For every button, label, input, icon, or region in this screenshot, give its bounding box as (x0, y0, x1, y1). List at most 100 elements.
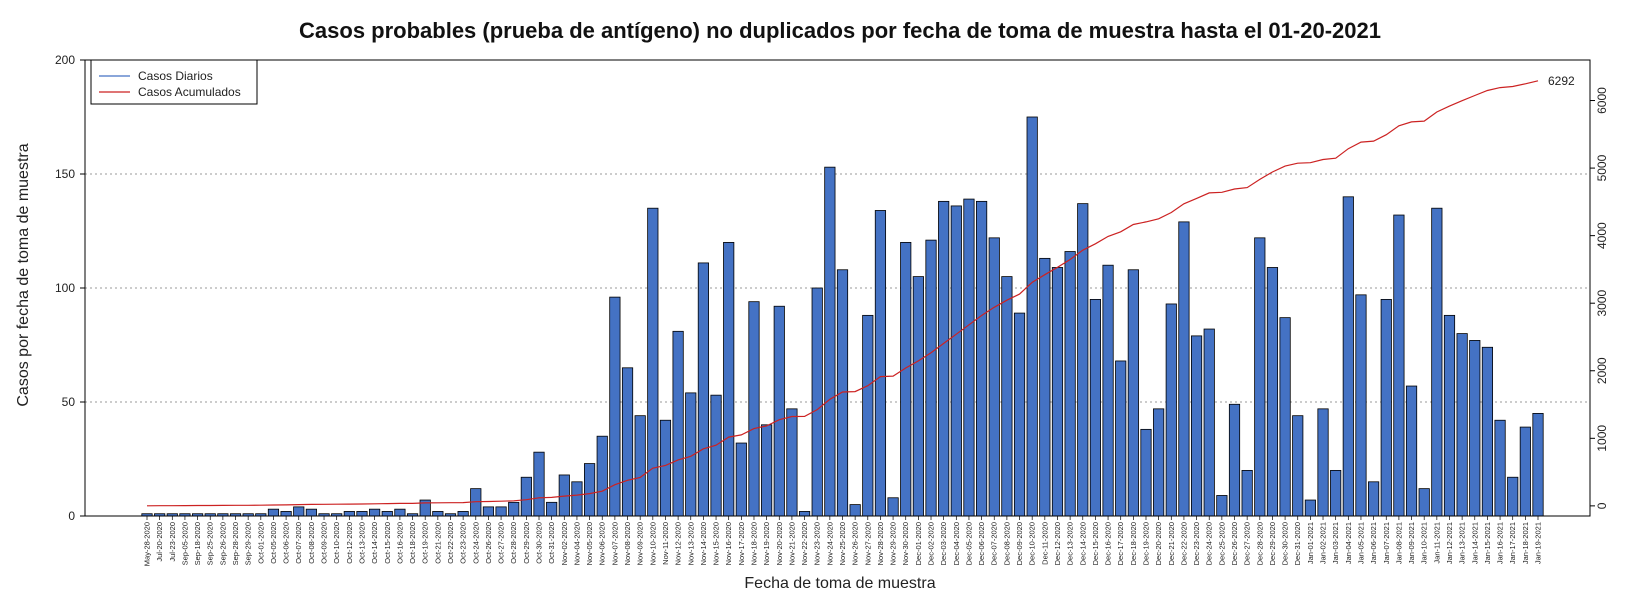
bar (748, 301, 760, 517)
x-tick-label: Nov-21-2020 (787, 522, 796, 565)
x-tick-label: Dec-09-2020 (1015, 522, 1024, 565)
bar (900, 241, 912, 517)
x-tick-label: Nov-26-2020 (851, 522, 860, 565)
x-tick-label: Jan-08-2021 (1394, 522, 1403, 564)
x-tick-label: Nov-06-2020 (598, 522, 607, 565)
bar (267, 508, 280, 517)
x-tick-label: Dec-04-2020 (952, 522, 961, 565)
bar (672, 330, 684, 517)
bar (710, 394, 722, 517)
bar (811, 287, 823, 517)
x-tick-label: Jan-11-2021 (1432, 522, 1441, 564)
x-tick-label: Dec-21-2020 (1167, 522, 1176, 565)
bar (1481, 346, 1494, 517)
bar (1013, 312, 1026, 517)
x-tick-label: Jan-13-2021 (1458, 522, 1467, 564)
bar (381, 511, 393, 517)
legend-label-cumulative: Casos Acumulados (138, 85, 241, 99)
x-tick-label: Jan-02-2021 (1319, 522, 1328, 564)
bar (1304, 499, 1316, 517)
y-tick-label: 200 (55, 53, 75, 67)
bar (1469, 340, 1481, 517)
bar (1507, 476, 1519, 517)
bar (798, 511, 811, 517)
x-tick-label: Oct-08-2020 (307, 522, 316, 564)
bar (293, 506, 305, 517)
x-tick-label: Oct-18-2020 (408, 522, 417, 564)
x-tick-label: Dec-06-2020 (977, 522, 986, 565)
y2-tick-label: 4000 (1595, 222, 1609, 249)
x-tick-label: Nov-29-2020 (889, 522, 898, 565)
x-tick-label: Dec-10-2020 (1028, 522, 1037, 565)
y2-tick-label: 1000 (1595, 425, 1609, 452)
x-tick-label: Nov-28-2020 (876, 522, 885, 565)
x-tick-label: Dec-16-2020 (1104, 522, 1113, 565)
y2-tick-label: 3000 (1595, 290, 1609, 317)
bar (546, 501, 558, 517)
bar (1254, 237, 1266, 517)
bar (1380, 298, 1392, 517)
bar (356, 511, 368, 517)
bar (457, 511, 469, 517)
bar (482, 506, 495, 517)
x-tick-label: Nov-30-2020 (901, 522, 910, 565)
axes: 0501001502000100020003000400050006000May… (55, 53, 1609, 566)
gridlines (85, 173, 1590, 403)
x-tick-label: Dec-08-2020 (1002, 522, 1011, 565)
bar (862, 314, 874, 517)
x-tick-label: Dec-13-2020 (1066, 522, 1075, 565)
x-tick-label: Oct-30-2020 (535, 522, 544, 564)
x-tick-label: Nov-02-2020 (560, 522, 569, 565)
x-tick-label: Nov-07-2020 (610, 522, 619, 565)
x-tick-label: Oct-05-2020 (269, 522, 278, 564)
bar (1532, 412, 1544, 517)
x-tick-label: Oct-24-2020 (471, 522, 480, 564)
bar (1178, 221, 1190, 517)
bar (1001, 276, 1013, 517)
x-tick-label: Dec-05-2020 (964, 522, 973, 565)
x-tick-label: Dec-26-2020 (1230, 522, 1239, 565)
x-tick-label: Jan-19-2021 (1534, 522, 1543, 564)
bar (1241, 469, 1253, 517)
x-tick-label: Oct-16-2020 (395, 522, 404, 564)
x-tick-label: Dec-20-2020 (1154, 522, 1163, 565)
bar (697, 262, 709, 517)
x-tick-label: Dec-17-2020 (1116, 522, 1125, 565)
bar (1064, 251, 1076, 517)
x-tick-label: Dec-19-2020 (1141, 522, 1150, 565)
x-tick-label: Oct-06-2020 (282, 522, 291, 564)
bar (343, 511, 355, 517)
x-tick-label: Dec-11-2020 (1040, 522, 1049, 565)
bar (280, 511, 292, 517)
bar (1102, 264, 1114, 517)
x-tick-label: Nov-20-2020 (775, 522, 784, 565)
bar (1519, 426, 1531, 517)
bar (584, 463, 596, 517)
x-tick-label: Jul-23-2020 (168, 522, 177, 562)
bar (1443, 314, 1456, 517)
x-tick-label: Oct-19-2020 (421, 522, 430, 564)
bar (963, 198, 975, 517)
y2-tick-label: 6000 (1595, 87, 1609, 114)
bar (1456, 333, 1468, 517)
bar (1317, 408, 1329, 517)
y2-tick-label: 5000 (1595, 154, 1609, 181)
x-tick-label: Dec-01-2020 (914, 522, 923, 565)
bar (1494, 419, 1506, 517)
bar (1355, 294, 1367, 517)
x-tick-label: Dec-27-2020 (1243, 522, 1252, 565)
x-tick-label: Oct-01-2020 (256, 522, 265, 564)
x-tick-label: Oct-29-2020 (522, 522, 531, 564)
x-tick-label: Dec-22-2020 (1179, 522, 1188, 565)
bar (1330, 469, 1342, 517)
legend: Casos Diarios Casos Acumulados (90, 59, 258, 105)
bar (723, 241, 735, 517)
bar (1418, 488, 1430, 517)
bar (1190, 335, 1203, 517)
x-tick-label: Jan-17-2021 (1508, 522, 1517, 564)
bar (571, 481, 583, 517)
bar (1266, 267, 1279, 517)
x-tick-label: Nov-14-2020 (699, 522, 708, 565)
x-tick-label: Nov-10-2020 (648, 522, 657, 565)
x-tick-label: Nov-11-2020 (661, 522, 670, 565)
